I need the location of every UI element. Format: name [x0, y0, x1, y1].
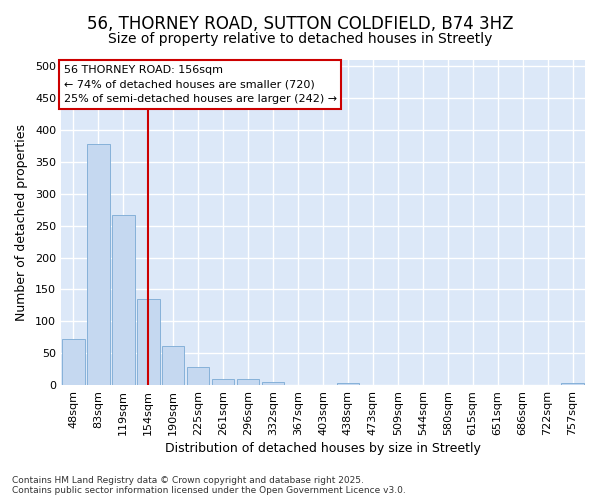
Text: Contains HM Land Registry data © Crown copyright and database right 2025.
Contai: Contains HM Land Registry data © Crown c… [12, 476, 406, 495]
Bar [187, 367, 209, 385]
X-axis label: Distribution of detached houses by size in Streetly: Distribution of detached houses by size … [165, 442, 481, 455]
Text: 56, THORNEY ROAD, SUTTON COLDFIELD, B74 3HZ: 56, THORNEY ROAD, SUTTON COLDFIELD, B74 … [87, 15, 513, 33]
Bar [112, 215, 134, 385]
Text: 56 THORNEY ROAD: 156sqm
← 74% of detached houses are smaller (720)
25% of semi-d: 56 THORNEY ROAD: 156sqm ← 74% of detache… [64, 65, 337, 104]
Bar [337, 382, 359, 385]
Bar [137, 299, 160, 385]
Bar [237, 378, 259, 385]
Bar [62, 338, 85, 385]
Y-axis label: Number of detached properties: Number of detached properties [15, 124, 28, 321]
Bar [87, 144, 110, 385]
Bar [212, 378, 235, 385]
Bar [561, 383, 584, 385]
Bar [262, 382, 284, 385]
Text: Size of property relative to detached houses in Streetly: Size of property relative to detached ho… [108, 32, 492, 46]
Bar [162, 346, 184, 385]
